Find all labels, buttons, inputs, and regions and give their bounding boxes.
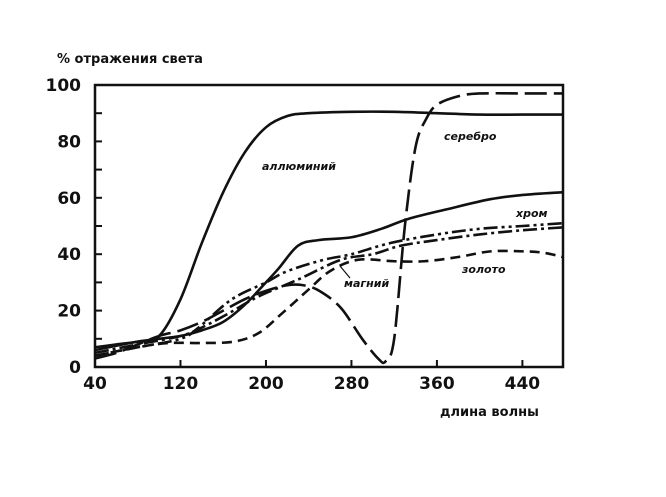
y-tick-label: 100 [46, 76, 82, 96]
series-line-unlabeled [94, 226, 564, 355]
series-label: золото [461, 263, 506, 276]
series-label: аллюминий [262, 160, 336, 173]
x-axis-label: длина волны [440, 405, 539, 420]
series-label: магний [344, 277, 389, 290]
series-label: серебро [444, 130, 497, 143]
x-tick-label: 360 [419, 374, 455, 394]
series-line-золото [94, 249, 564, 357]
series-line-серебро [94, 91, 563, 365]
x-tick-label: 40 [83, 374, 107, 394]
magnesium-label-pointer [339, 265, 351, 279]
x-tick-label: 120 [163, 374, 199, 394]
series-line-магний [94, 221, 564, 357]
x-tick-label: 440 [505, 374, 541, 394]
series-label: хром [515, 207, 548, 220]
y-tick-label: 60 [57, 189, 81, 209]
y-axis-label: % отражения света [57, 52, 203, 67]
x-tick-label: 200 [248, 374, 284, 394]
series-line-аллюминий [94, 110, 563, 349]
y-tick-label: 80 [57, 132, 81, 152]
y-tick-label: 40 [57, 245, 81, 265]
y-tick-label: 0 [69, 358, 81, 378]
plot-frame [93, 83, 565, 369]
series-line-хром [94, 190, 564, 352]
x-tick-label: 280 [334, 374, 370, 394]
y-tick-label: 20 [57, 302, 81, 322]
